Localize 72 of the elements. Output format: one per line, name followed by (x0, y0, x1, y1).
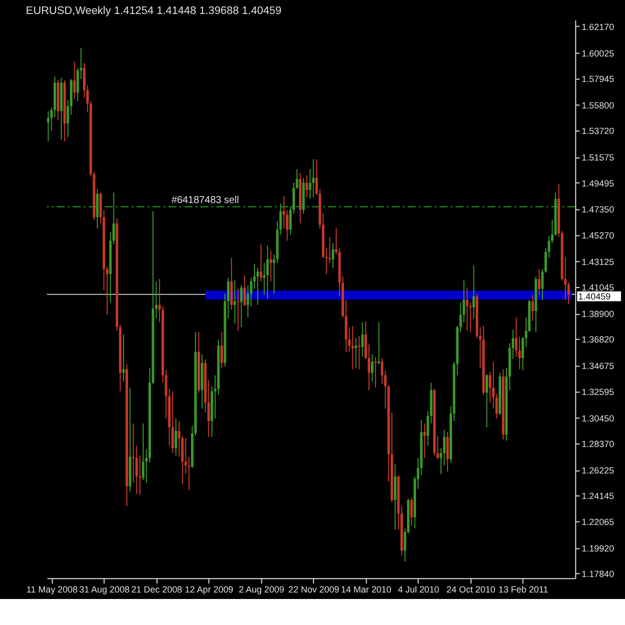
y-tick-label: 1.51575 (582, 152, 614, 163)
y-tick-label: 1.57945 (582, 74, 614, 84)
candlestick (73, 61, 76, 100)
candlestick (472, 264, 475, 320)
y-tick-label: 1.24145 (582, 491, 614, 502)
candlestick (220, 332, 223, 368)
candlestick (243, 274, 246, 307)
x-tick-label: 4 Jul 2010 (398, 584, 440, 595)
y-tick-label: 1.49495 (582, 178, 614, 188)
candlestick (374, 356, 377, 388)
candlestick (394, 464, 396, 530)
candlestick (312, 158, 315, 198)
candlestick (236, 288, 240, 332)
candlestick (306, 174, 308, 198)
candlestick (378, 322, 380, 365)
y-tick-label: 1.32595 (582, 386, 614, 397)
candlestick (122, 334, 125, 382)
y-tick-label: 1.55800 (582, 100, 614, 110)
y-tick-label: 1.30450 (582, 413, 614, 424)
y-tick-label: 1.47350 (582, 204, 614, 215)
x-tick-label: 2 Aug 2009 (238, 584, 284, 595)
candlestick (531, 294, 534, 322)
candlestick (446, 432, 449, 472)
candlestick (410, 497, 413, 526)
candlestick (96, 188, 99, 229)
candlestick (142, 422, 144, 481)
candlestick (518, 336, 521, 370)
y-tick-label: 1.60025 (582, 48, 614, 58)
y-tick-label: 1.53720 (582, 126, 614, 136)
candlestick (230, 258, 233, 310)
y-tick-label: 1.28370 (582, 439, 614, 450)
candlestick (270, 250, 272, 282)
candlestick (332, 242, 334, 268)
candlestick (354, 338, 358, 368)
candlestick (266, 245, 269, 300)
y-tick-label: 1.26225 (582, 466, 614, 476)
y-tick-label: 1.45270 (582, 230, 614, 240)
x-tick-label: 11 May 2008 (26, 584, 78, 595)
candlestick (486, 374, 488, 428)
ref-line-label: 1.40459 (578, 291, 611, 302)
x-tick-label: 12 Apr 2009 (184, 584, 234, 595)
y-tick-label: 1.43125 (582, 256, 614, 267)
candlestick (171, 390, 174, 454)
candlestick (351, 325, 354, 370)
candlestick (174, 418, 178, 456)
candlestick (423, 422, 426, 458)
y-tick-label: 1.19920 (582, 543, 614, 554)
y-tick-label: 1.17840 (582, 569, 614, 580)
y-tick-label: 1.34675 (582, 361, 614, 372)
y-tick-label: 1.41045 (582, 282, 614, 293)
candlestick (538, 268, 540, 296)
x-tick-label: 13 Feb 2011 (498, 584, 548, 595)
x-tick-label: 21 Dec 2008 (131, 584, 182, 595)
candlestick (240, 284, 243, 328)
y-tick-label: 1.62170 (582, 22, 614, 32)
y-tick-label: 1.22065 (582, 516, 614, 527)
ref-line-label: #64187483 sell (171, 194, 239, 206)
y-tick-label: 1.38900 (582, 309, 614, 320)
y-tick-label: 1.36820 (582, 334, 614, 345)
chart-title: EURUSD,Weekly 1.41254 1.41448 1.39688 1.40459 (26, 4, 282, 17)
x-tick-label: 31 Aug 2008 (79, 584, 130, 595)
x-tick-label: 22 Nov 2009 (288, 584, 340, 595)
candlestick (358, 335, 360, 370)
x-tick-label: 14 Mar 2010 (341, 584, 392, 595)
candlestick (260, 244, 262, 282)
candlestick (371, 354, 374, 382)
candlestick (47, 110, 50, 142)
x-tick-label: 24 Oct 2010 (446, 584, 496, 595)
candlestick (256, 267, 259, 306)
candlestick (466, 287, 468, 332)
candlestick (361, 322, 364, 358)
candlestick (234, 280, 236, 324)
